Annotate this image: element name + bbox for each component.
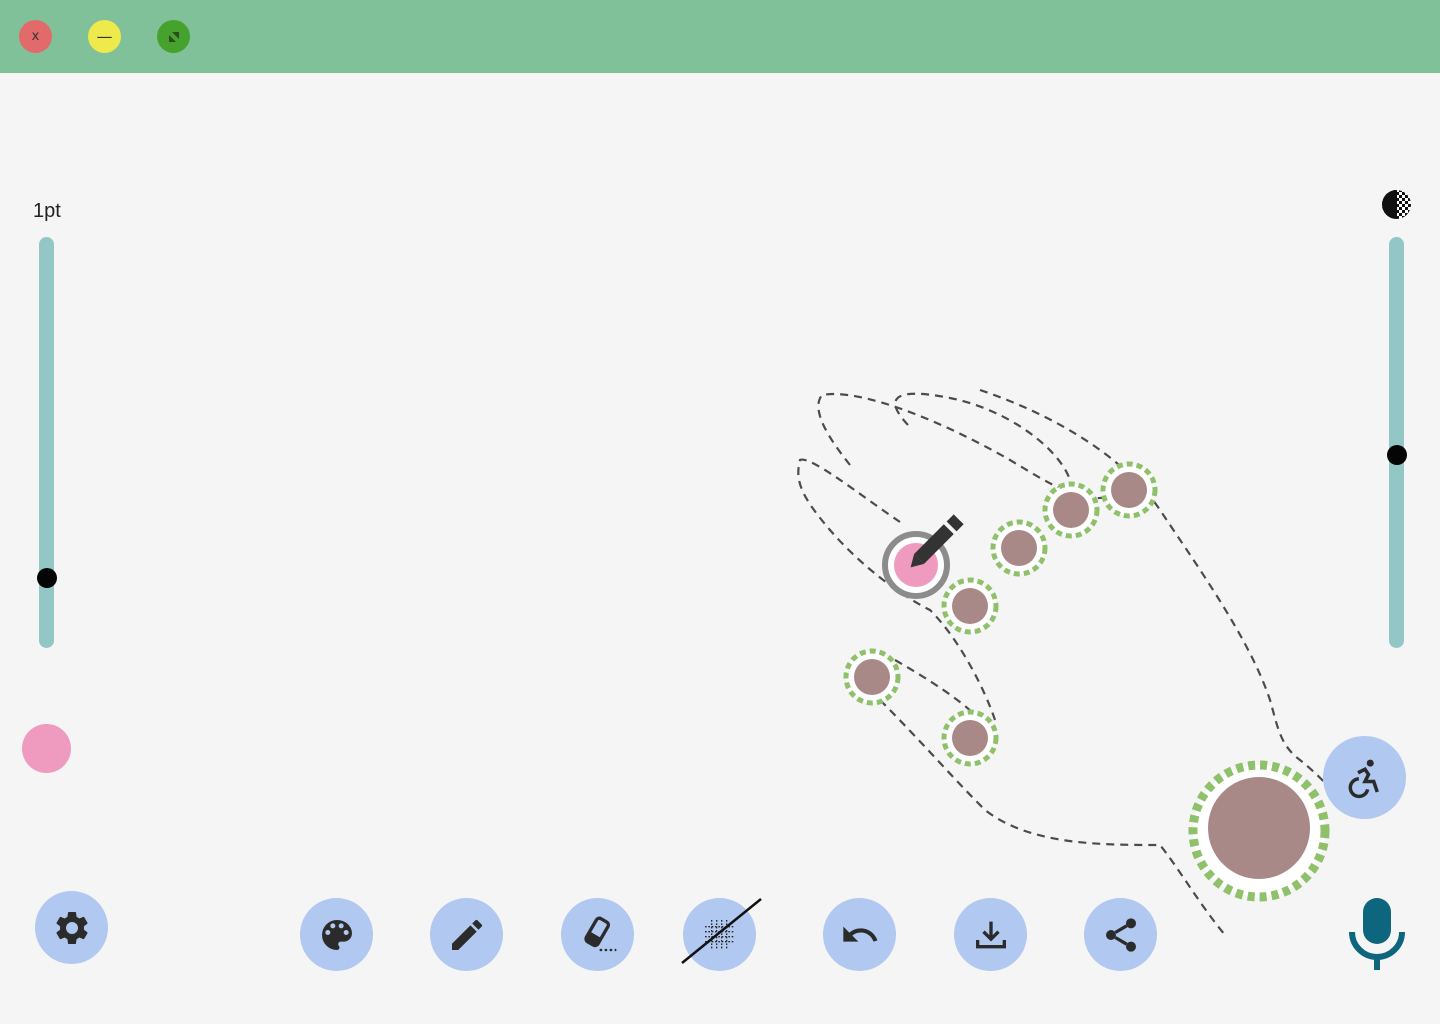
- settings-button[interactable]: [35, 891, 108, 964]
- stroke-node[interactable]: [1100, 461, 1158, 519]
- opacity-slider-handle[interactable]: [1386, 444, 1407, 465]
- close-icon: x: [31, 29, 40, 44]
- maximize-icon: [168, 31, 179, 42]
- pen-cursor: [882, 514, 964, 599]
- microphone-icon[interactable]: [1346, 896, 1408, 972]
- pen-size-slider[interactable]: [36, 237, 57, 648]
- title-bar: x —: [0, 0, 1440, 73]
- pencil-icon: [451, 919, 482, 950]
- close-window-button[interactable]: x: [19, 20, 52, 53]
- grid-off-slash: [681, 898, 762, 964]
- stroke-node[interactable]: [1042, 481, 1100, 539]
- palette-button[interactable]: [300, 898, 373, 971]
- minimize-window-button[interactable]: —: [88, 20, 121, 53]
- accessibility-icon: [1348, 759, 1379, 798]
- opacity-slider[interactable]: [1386, 237, 1407, 648]
- grid-toggle-button[interactable]: [683, 898, 756, 971]
- pen-size-label: 1pt: [33, 200, 61, 222]
- maximize-window-button[interactable]: [157, 20, 190, 53]
- undo-button[interactable]: [823, 898, 896, 971]
- gear-icon: [55, 911, 88, 944]
- minimize-icon: —: [96, 27, 113, 46]
- stroke-node[interactable]: [843, 648, 901, 706]
- share-icon: [1105, 917, 1136, 952]
- download-button[interactable]: [954, 898, 1027, 971]
- eraser-button[interactable]: [561, 898, 634, 971]
- share-button[interactable]: [1084, 898, 1157, 971]
- current-color-swatch[interactable]: [22, 724, 71, 773]
- stroke-node[interactable]: [941, 709, 999, 767]
- pen-cursor-icon: [910, 514, 964, 568]
- pen-tool-button[interactable]: [430, 898, 503, 971]
- opacity-icon: [1382, 190, 1411, 219]
- record-button[interactable]: [1188, 760, 1330, 902]
- eraser-icon: [583, 916, 616, 951]
- accessibility-button[interactable]: [1323, 736, 1406, 819]
- stroke-node[interactable]: [941, 577, 999, 635]
- palette-icon: [321, 919, 352, 950]
- stroke-node[interactable]: [990, 519, 1048, 577]
- undo-icon: [842, 926, 877, 942]
- pen-size-slider-handle[interactable]: [36, 568, 57, 589]
- download-icon: [975, 921, 1006, 948]
